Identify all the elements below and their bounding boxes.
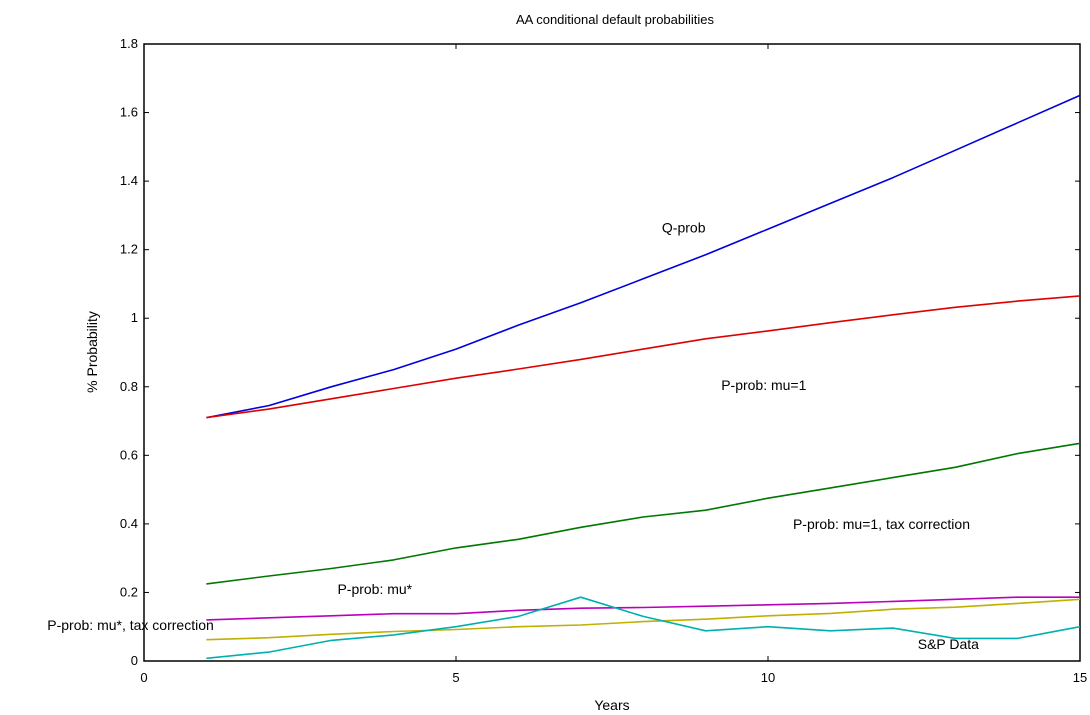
y-tick-label: 1.8: [120, 36, 138, 51]
chart-title: AA conditional default probabilities: [516, 12, 715, 27]
y-tick-label: 1.4: [120, 173, 138, 188]
series-line-6: [206, 596, 1081, 660]
y-tick-label: 1.2: [120, 242, 138, 257]
y-tick-label: 1.6: [120, 105, 138, 120]
annotation-6: S&P Data: [918, 636, 979, 652]
annotation-3: P-prob: mu=1, tax correction: [793, 516, 970, 532]
annotation-2: P-prob: mu=1: [721, 377, 806, 393]
y-axis-ticks: 0 0.2 0.4 0.6 0.8 1 1.2 1.4 1.6 1.8: [120, 36, 1080, 668]
y-tick-label: 0: [131, 653, 138, 668]
x-tick-label: 10: [761, 670, 775, 685]
series-line-4: [206, 596, 1080, 621]
x-tick-label: 5: [452, 670, 459, 685]
x-axis-label: Years: [594, 697, 629, 713]
annotation-1: Q-prob: [662, 220, 706, 236]
plot-frame: [143, 43, 1081, 662]
annotation-5: P-prob: mu*, tax correction: [47, 617, 214, 633]
x-axis-ticks: 0 5 10 15: [140, 44, 1087, 685]
y-tick-label: 0.6: [120, 447, 138, 462]
y-tick-label: 0.8: [120, 379, 138, 394]
annotation-4: P-prob: mu*: [337, 581, 412, 597]
series-line-1: [206, 94, 1081, 419]
series-lines: [206, 94, 1081, 660]
x-tick-label: 15: [1073, 670, 1087, 685]
x-tick-label: 0: [140, 670, 147, 685]
annotations: Q-prob P-prob: mu=1 P-prob: mu=1, tax corr…: [47, 220, 979, 652]
series-line-3: [206, 442, 1081, 585]
y-tick-label: 0.2: [120, 584, 138, 599]
series-line-5: [206, 598, 1081, 641]
y-axis-label: % Probability: [84, 311, 100, 393]
series-line-2: [206, 295, 1081, 419]
y-tick-label: 0.4: [120, 516, 138, 531]
y-tick-label: 1: [131, 310, 138, 325]
